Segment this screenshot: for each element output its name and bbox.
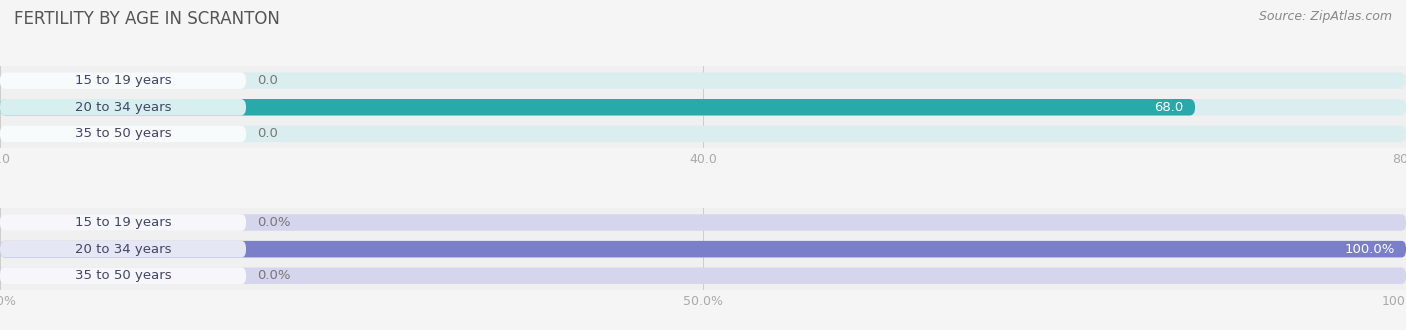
FancyBboxPatch shape — [0, 126, 246, 142]
FancyBboxPatch shape — [0, 241, 1406, 257]
FancyBboxPatch shape — [0, 99, 1195, 116]
Text: 0.0: 0.0 — [257, 127, 278, 140]
Text: 0.0: 0.0 — [257, 74, 278, 87]
Text: 15 to 19 years: 15 to 19 years — [75, 74, 172, 87]
FancyBboxPatch shape — [0, 241, 246, 257]
FancyBboxPatch shape — [0, 214, 1406, 231]
FancyBboxPatch shape — [0, 214, 246, 231]
FancyBboxPatch shape — [0, 72, 1406, 89]
Text: 20 to 34 years: 20 to 34 years — [75, 243, 172, 256]
FancyBboxPatch shape — [0, 72, 246, 89]
FancyBboxPatch shape — [0, 126, 1406, 142]
Text: 15 to 19 years: 15 to 19 years — [75, 216, 172, 229]
FancyBboxPatch shape — [0, 99, 246, 116]
Text: 35 to 50 years: 35 to 50 years — [75, 127, 172, 140]
Text: 20 to 34 years: 20 to 34 years — [75, 101, 172, 114]
Text: 0.0%: 0.0% — [257, 216, 291, 229]
Text: 68.0: 68.0 — [1154, 101, 1184, 114]
Text: FERTILITY BY AGE IN SCRANTON: FERTILITY BY AGE IN SCRANTON — [14, 10, 280, 28]
FancyBboxPatch shape — [0, 268, 246, 284]
FancyBboxPatch shape — [0, 268, 1406, 284]
Text: Source: ZipAtlas.com: Source: ZipAtlas.com — [1258, 10, 1392, 23]
Text: 100.0%: 100.0% — [1344, 243, 1395, 256]
Text: 0.0%: 0.0% — [257, 269, 291, 282]
FancyBboxPatch shape — [0, 99, 1406, 116]
FancyBboxPatch shape — [0, 241, 1406, 257]
Text: 35 to 50 years: 35 to 50 years — [75, 269, 172, 282]
